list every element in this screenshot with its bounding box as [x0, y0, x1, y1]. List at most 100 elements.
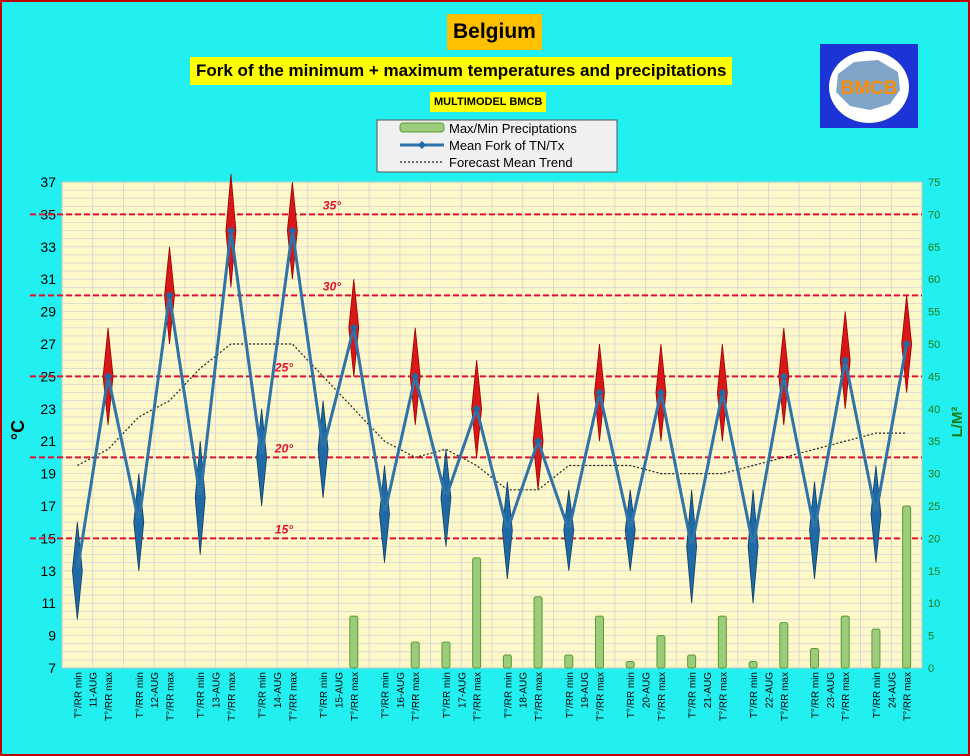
mean-fork-point [441, 493, 450, 502]
mean-fork-point [411, 372, 420, 381]
precip-bar [349, 615, 359, 669]
x-category-label: T°/RR min [626, 672, 637, 718]
y-axis-title: °C [8, 420, 28, 440]
mean-fork-point [810, 526, 819, 535]
y2-tick-label: 20 [928, 533, 940, 545]
x-category-label: T°/RR min [749, 672, 760, 718]
y-tick-label: 7 [48, 660, 56, 676]
mean-fork-point [472, 404, 481, 413]
mean-fork-point [534, 437, 543, 446]
precip-bar [717, 615, 727, 669]
mean-fork-point [902, 340, 911, 348]
x-category-label: T°/RR min [503, 672, 514, 718]
mean-fork-point [718, 388, 727, 397]
threshold-label: 25° [274, 360, 293, 374]
x-category-label: T°/RR max [718, 672, 729, 721]
y-tick-label: 29 [40, 304, 56, 320]
y-tick-label: 19 [40, 466, 56, 482]
x-date-label: 11-AUG [89, 672, 100, 708]
mean-fork-point [626, 526, 635, 535]
y-tick-label: 9 [48, 628, 56, 644]
y-tick-label: 21 [40, 433, 56, 449]
x-category-label: T°/RR max [657, 672, 668, 721]
mean-fork-point [73, 566, 82, 575]
y2-tick-label: 10 [928, 598, 940, 610]
y-tick-label: 23 [40, 401, 56, 417]
x-category-label: T°/RR min [73, 672, 84, 718]
x-category-label: T°/RR max [166, 672, 177, 721]
mean-fork-point [319, 445, 328, 454]
x-date-label: 14-AUG [273, 672, 284, 708]
x-date-label: 24-AUG [887, 672, 898, 708]
precip-bar [595, 615, 604, 669]
chart-title: Belgium [447, 14, 542, 50]
logo-text: BMCB [841, 78, 898, 99]
y2-tick-label: 55 [928, 307, 940, 319]
y-tick-label: 13 [40, 563, 56, 579]
x-date-label: 16-AUG [396, 672, 407, 708]
x-category-label: T°/RR min [135, 672, 146, 718]
precip-bar [625, 661, 635, 669]
precip-bar [840, 615, 850, 669]
y2-tick-label: 75 [928, 177, 940, 189]
x-category-label: T°/RR max [841, 672, 852, 721]
threshold-label: 20° [274, 441, 293, 455]
y-tick-label: 11 [41, 595, 56, 611]
threshold-label: 35° [323, 198, 341, 212]
mean-fork-point [687, 542, 696, 551]
legend: Max/Min Preciptations Mean Fork of TN/Tx F… [376, 119, 618, 173]
x-category-label: T°/RR max [780, 672, 791, 721]
x-category-label: T°/RR max [596, 672, 607, 721]
x-category-label: T°/RR min [258, 672, 269, 718]
mean-fork-point [503, 526, 512, 535]
x-category-label: T°/RR max [411, 672, 422, 721]
x-date-label: 23-AUG [826, 672, 837, 708]
precip-bar [687, 654, 697, 669]
mean-fork-point [288, 226, 297, 235]
x-category-label: T°/RR max [473, 672, 484, 721]
y-tick-label: 17 [40, 498, 56, 514]
x-date-label: 17-AUG [457, 672, 468, 708]
y-tick-label: 33 [40, 239, 56, 255]
precip-bar [871, 628, 881, 669]
mean-fork-point [749, 542, 758, 551]
precip-bar [502, 654, 512, 669]
x-category-label: T°/RR min [196, 672, 207, 718]
precip-bar [472, 557, 482, 669]
mean-fork-point [656, 388, 665, 397]
x-date-label: 20-AUG [642, 672, 653, 708]
x-date-label: 12-AUG [150, 672, 161, 708]
y2-tick-label: 40 [928, 404, 940, 416]
mean-fork-point [165, 291, 174, 300]
y2-tick-label: 25 [928, 501, 940, 513]
precip-bar [441, 641, 451, 669]
x-category-label: T°/RR max [534, 672, 545, 721]
y2-tick-label: 30 [928, 469, 940, 481]
x-category-label: T°/RR min [381, 672, 392, 718]
mean-fork-line [75, 229, 909, 572]
y-tick-label: 37 [40, 174, 56, 190]
mean-fork-point [226, 226, 235, 235]
legend-label: Mean Fork of TN/Tx [449, 138, 565, 153]
y2-tick-label: 45 [928, 371, 940, 383]
x-category-label: T°/RR min [442, 672, 453, 718]
x-category-label: T°/RR max [903, 672, 914, 721]
threshold-label: 30° [323, 279, 341, 293]
precip-bar [748, 661, 758, 669]
x-date-label: 19-AUG [580, 672, 591, 708]
bmcb-logo: BMCB [820, 44, 918, 128]
precip-bar [656, 635, 666, 669]
x-category-label: T°/RR max [288, 672, 299, 721]
y2-tick-label: 0 [928, 663, 934, 675]
legend-label: Forecast Mean Trend [449, 155, 573, 170]
legend-label: Max/Min Preciptations [449, 121, 577, 136]
precip-bar [410, 641, 420, 669]
x-date-label: 22-AUG [764, 672, 775, 708]
y2-tick-label: 60 [928, 274, 940, 286]
x-category-label: T°/RR max [104, 672, 115, 721]
x-date-label: 21-AUG [703, 672, 714, 708]
y2-tick-label: 65 [928, 242, 940, 254]
precip-bar [564, 654, 574, 669]
mean-fork-point [196, 493, 205, 502]
